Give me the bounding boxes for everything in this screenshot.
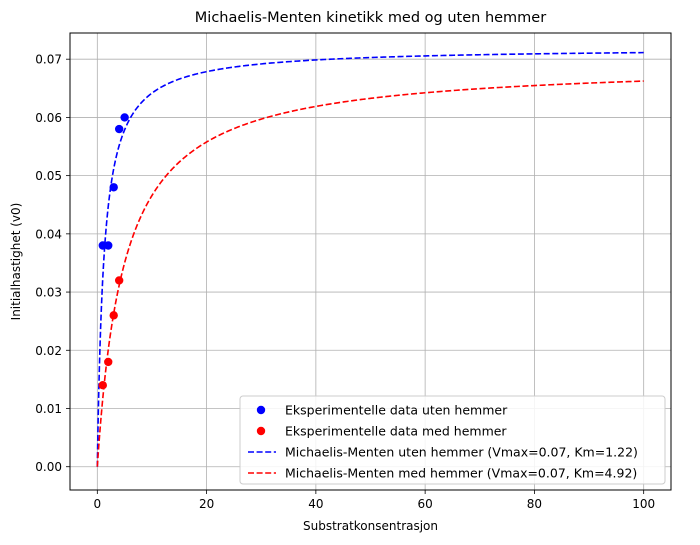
x-tick-label: 100: [632, 497, 655, 511]
x-tick-label: 0: [93, 497, 101, 511]
y-tick-label: 0.07: [35, 53, 62, 67]
legend-box: [239, 395, 666, 485]
legend-label: Michaelis-Menten med hemmer (Vmax=0.07, …: [285, 466, 637, 481]
x-tick-label: 20: [199, 497, 214, 511]
y-tick-label: 0.03: [35, 286, 62, 300]
fit-curves: [96, 51, 644, 467]
data-point: [98, 381, 107, 390]
chart-title: Michaelis-Menten kinetikk med og uten he…: [195, 10, 546, 26]
data-point: [104, 357, 113, 367]
x-axis: 0 20 40 60 80 100: [93, 490, 655, 511]
x-tick-label: 60: [417, 497, 432, 511]
data-point: [109, 311, 118, 320]
legend-label: Michaelis-Menten uten hemmer (Vmax=0.07,…: [285, 445, 638, 460]
legend-marker: [256, 405, 266, 415]
fit-curve: [96, 80, 644, 467]
fit-curve: [96, 51, 644, 467]
data-point: [114, 124, 124, 134]
y-tick-label: 0.01: [35, 402, 62, 416]
y-tick-label: 0.04: [35, 227, 62, 241]
y-tick-label: 0.02: [35, 344, 62, 358]
y-tick-label: 0.06: [35, 111, 62, 125]
data-points: [98, 113, 129, 390]
x-tick-label: 80: [527, 497, 542, 511]
data-point: [114, 276, 124, 285]
y-axis-label: Initialhastighet (v0): [9, 203, 23, 321]
legend-marker: [256, 426, 266, 436]
data-point: [109, 183, 118, 192]
legend: Eksperimentelle data uten hemmer Eksperim…: [239, 395, 666, 485]
y-axis: 0.00 0.01 0.02 0.03 0.04 0.05 0.06 0.07: [35, 53, 70, 474]
x-axis-label: Substratkonsentrasjon: [303, 519, 438, 533]
legend-label: Eksperimentelle data med hemmer: [285, 424, 507, 439]
grid: [70, 33, 671, 490]
y-tick-label: 0.00: [35, 460, 62, 474]
legend-label: Eksperimentelle data uten hemmer: [285, 403, 508, 418]
x-tick-label: 40: [308, 497, 323, 511]
data-point: [104, 241, 113, 250]
y-tick-label: 0.05: [35, 169, 62, 183]
plot-frame: [69, 32, 672, 491]
data-point: [120, 113, 129, 122]
